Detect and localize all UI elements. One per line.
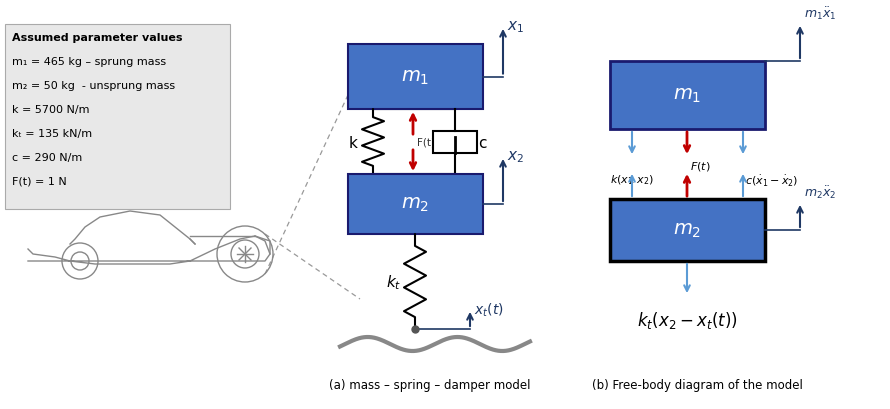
- Bar: [348, 175, 483, 234]
- Text: $m_2$: $m_2$: [673, 221, 701, 240]
- Text: (a) mass – spring – damper model: (a) mass – spring – damper model: [329, 378, 530, 391]
- Text: $c(\dot{x}_1-\dot{x}_2)$: $c(\dot{x}_1-\dot{x}_2)$: [745, 173, 798, 187]
- Text: $k_t(x_2 - x_t(t))$: $k_t(x_2 - x_t(t))$: [636, 309, 738, 330]
- Text: c = 290 N/m: c = 290 N/m: [12, 153, 82, 163]
- Text: $m_1$: $m_1$: [673, 86, 701, 105]
- Text: F(t): F(t): [417, 137, 435, 147]
- Text: $x_2$: $x_2$: [507, 149, 524, 164]
- Bar: [433, 131, 477, 153]
- Bar: [5, 25, 230, 209]
- Bar: [610, 200, 765, 261]
- Text: $F(t)$: $F(t)$: [690, 160, 710, 173]
- Text: $x_1$: $x_1$: [507, 19, 524, 35]
- Text: k = 5700 N/m: k = 5700 N/m: [12, 105, 90, 115]
- Text: $k(x_1\!.x_2)$: $k(x_1\!.x_2)$: [611, 173, 654, 186]
- Text: m₂ = 50 kg  - unsprung mass: m₂ = 50 kg - unsprung mass: [12, 81, 175, 91]
- Text: m₁ = 465 kg – sprung mass: m₁ = 465 kg – sprung mass: [12, 57, 166, 67]
- Text: k: k: [348, 135, 357, 150]
- Text: Assumed parameter values: Assumed parameter values: [12, 33, 182, 43]
- Bar: [348, 45, 483, 110]
- Text: F(t) = 1 N: F(t) = 1 N: [12, 177, 67, 187]
- Text: $k_t$: $k_t$: [385, 273, 401, 292]
- Text: (b) Free-body diagram of the model: (b) Free-body diagram of the model: [592, 378, 803, 391]
- Text: $m_1\ddot{x}_1$: $m_1\ddot{x}_1$: [804, 5, 837, 22]
- Text: $m_1$: $m_1$: [401, 68, 430, 87]
- Text: c: c: [478, 135, 487, 150]
- Text: kₜ = 135 kN/m: kₜ = 135 kN/m: [12, 129, 93, 139]
- Text: $m_2\ddot{x}_2$: $m_2\ddot{x}_2$: [804, 184, 837, 200]
- Text: $m_2$: $m_2$: [401, 195, 430, 214]
- Text: $x_t(t)$: $x_t(t)$: [474, 301, 504, 318]
- Bar: [610, 62, 765, 130]
